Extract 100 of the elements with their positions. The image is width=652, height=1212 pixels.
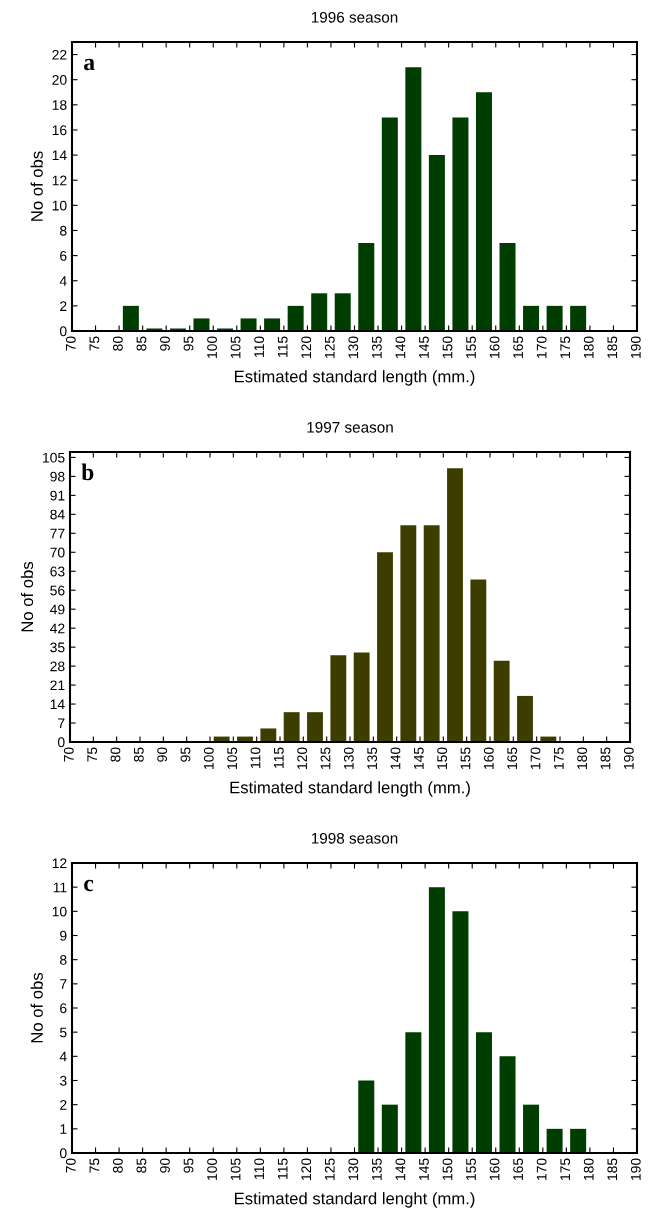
y-tick-label: 10 <box>52 906 67 917</box>
x-tick-label: 170 <box>536 1158 547 1180</box>
y-tick-label: 63 <box>50 566 65 577</box>
x-tick-label: 125 <box>320 747 331 769</box>
y-tick-label: 8 <box>60 955 67 965</box>
y-tick-label: 7 <box>58 718 65 729</box>
x-tick-label: 150 <box>442 336 453 358</box>
x-tick-label: 75 <box>87 747 98 762</box>
x-axis-title: Estimated standard length (mm.) <box>234 370 475 386</box>
x-tick-label: 100 <box>207 1158 217 1180</box>
y-tick-label: 98 <box>50 471 65 482</box>
x-tick-label: 90 <box>160 1158 170 1173</box>
x-tick-label: 85 <box>136 1158 147 1173</box>
y-tick-label: 42 <box>50 623 65 634</box>
x-tick-label: 110 <box>254 1158 265 1179</box>
x-tick-label: 145 <box>419 336 429 358</box>
x-tick-label: 190 <box>630 1158 641 1180</box>
y-tick-label: 12 <box>52 858 67 869</box>
x-tick-label: 95 <box>183 1158 194 1173</box>
x-tick-label: 190 <box>623 747 634 769</box>
x-tick-label: 165 <box>507 747 518 769</box>
x-tick-label: 130 <box>348 336 359 358</box>
x-tick-label: 150 <box>442 1158 453 1180</box>
y-tick-label: 22 <box>52 49 67 60</box>
chart-title: 1996 season <box>311 11 398 23</box>
y-tick-label: 4 <box>59 1051 67 1062</box>
x-tick-label: 160 <box>489 1158 500 1180</box>
y-axis-title: No of obs <box>30 972 43 1043</box>
y-tick-label: 1 <box>60 1124 67 1134</box>
x-tick-label: 120 <box>301 336 312 358</box>
x-tick-label: 155 <box>466 1158 476 1180</box>
x-tick-label: 80 <box>110 747 121 762</box>
y-tick-label: 5 <box>59 1027 67 1038</box>
x-tick-label: 170 <box>536 336 547 358</box>
x-tick-label: 130 <box>348 1158 359 1180</box>
x-tick-label: 75 <box>89 336 100 351</box>
y-tick-label: 4 <box>59 276 67 286</box>
chart-title: 1997 season <box>307 421 393 433</box>
chart-title: 1998 season <box>311 832 398 844</box>
y-tick-label: 14 <box>50 699 65 710</box>
x-tick-label: 180 <box>577 747 588 769</box>
x-tick-label: 175 <box>560 1158 571 1180</box>
x-tick-label: 115 <box>277 1158 288 1179</box>
y-tick-label: 10 <box>52 200 67 211</box>
x-tick-label: 105 <box>227 747 238 769</box>
y-tick-label: 16 <box>52 125 67 136</box>
x-tick-label: 115 <box>277 336 288 357</box>
annotation: c <box>84 879 94 892</box>
x-tick-label: 155 <box>460 747 471 769</box>
x-tick-label: 135 <box>371 1158 382 1180</box>
y-tick-label: 3 <box>59 1075 67 1086</box>
x-tick-label: 185 <box>607 1158 618 1180</box>
x-tick-label: 75 <box>89 1158 100 1173</box>
y-tick-label: 18 <box>52 100 67 110</box>
y-tick-label: 0 <box>57 737 65 748</box>
y-tick-label: 77 <box>50 528 65 539</box>
y-tick-label: 12 <box>52 175 67 186</box>
y-tick-label: 8 <box>60 225 67 236</box>
x-tick-label: 115 <box>274 747 284 768</box>
y-tick-label: 21 <box>50 680 65 691</box>
y-tick-label: 28 <box>50 661 65 672</box>
x-tick-label: 180 <box>583 336 594 358</box>
x-axis-title: Estimated standard length (mm.) <box>230 781 470 797</box>
x-tick-label: 90 <box>160 336 170 351</box>
y-tick-label: 9 <box>60 930 67 941</box>
x-tick-label: 165 <box>513 336 524 358</box>
annotation: b <box>81 463 94 481</box>
x-tick-label: 145 <box>414 747 424 769</box>
x-tick-label: 105 <box>230 1158 241 1180</box>
x-tick-label: 155 <box>466 336 476 358</box>
x-tick-label: 95 <box>180 747 191 762</box>
x-tick-label: 160 <box>483 747 494 769</box>
x-tick-label: 140 <box>395 336 406 358</box>
x-tick-label: 160 <box>489 336 500 358</box>
annotation: a <box>84 58 95 71</box>
x-tick-label: 95 <box>183 336 194 351</box>
x-tick-label: 100 <box>207 336 217 358</box>
y-tick-label: 49 <box>50 604 65 615</box>
x-tick-label: 190 <box>630 336 641 358</box>
x-tick-label: 120 <box>301 1158 312 1180</box>
x-tick-label: 125 <box>324 336 335 358</box>
x-tick-label: 140 <box>395 1158 406 1180</box>
y-tick-label: 2 <box>60 301 67 311</box>
x-tick-label: 140 <box>390 747 401 769</box>
x-tick-label: 120 <box>297 747 308 769</box>
y-tick-label: 0 <box>59 326 67 337</box>
y-tick-label: 105 <box>43 452 65 463</box>
x-tick-label: 110 <box>254 336 265 357</box>
x-tick-label: 100 <box>203 747 214 769</box>
x-tick-label: 110 <box>250 747 261 768</box>
y-tick-label: 70 <box>50 547 65 558</box>
x-tick-label: 130 <box>343 747 354 769</box>
x-tick-label: 150 <box>437 747 448 769</box>
y-axis-title: No of obs <box>30 151 43 221</box>
y-tick-label: 6 <box>60 250 67 261</box>
x-tick-label: 145 <box>419 1158 429 1180</box>
y-tick-label: 2 <box>60 1100 67 1110</box>
x-tick-label: 90 <box>157 747 168 762</box>
x-tick-label: 165 <box>513 1158 524 1180</box>
x-tick-label: 135 <box>367 747 378 769</box>
